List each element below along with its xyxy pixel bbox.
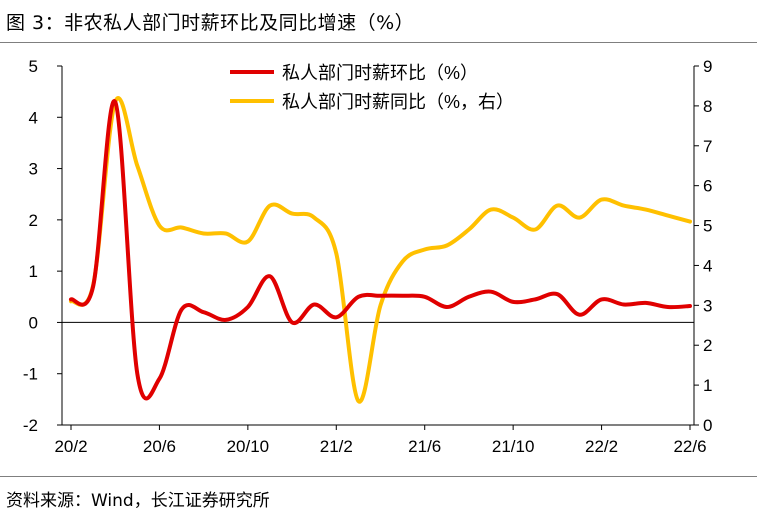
- source-note: 资料来源：Wind，长江证券研究所: [6, 491, 270, 511]
- right-axis-tick-label: 9: [703, 57, 712, 76]
- left-axis-tick-label: 3: [29, 160, 38, 179]
- right-axis-tick-label: 8: [703, 97, 712, 116]
- x-axis-tick-label: 21/2: [320, 437, 353, 456]
- x-axis-tick-label: 20/2: [54, 437, 87, 456]
- x-axis-tick-label: 22/2: [585, 437, 618, 456]
- x-axis-tick-label: 20/10: [227, 437, 270, 456]
- left-axis-tick-label: -1: [23, 365, 38, 384]
- x-axis-tick-label: 21/6: [408, 437, 441, 456]
- mom-series-line: [69, 99, 692, 401]
- yoy-series-line: [69, 96, 692, 404]
- right-axis-tick-label: 2: [703, 336, 712, 355]
- right-axis-tick-label: 0: [703, 416, 712, 435]
- left-axis-tick-label: -2: [23, 416, 38, 435]
- right-axis-tick-label: 4: [703, 256, 712, 275]
- chart-title: 图 3：非农私人部门时薪环比及同比增速（%）: [6, 12, 415, 34]
- left-axis-tick-label: 5: [29, 57, 38, 76]
- right-axis-tick-label: 6: [703, 177, 712, 196]
- right-axis-tick-label: 3: [703, 296, 712, 315]
- legend-label: 私人部门时薪环比（%）: [282, 63, 478, 83]
- left-axis-tick-label: 2: [29, 211, 38, 230]
- x-axis-tick-label: 20/6: [143, 437, 176, 456]
- right-axis-tick-label: 5: [703, 217, 712, 236]
- legend-label: 私人部门时薪同比（%，右）: [282, 92, 514, 112]
- left-axis-tick-label: 0: [29, 313, 38, 332]
- right-axis-tick-label: 1: [703, 376, 712, 395]
- left-axis-tick-label: 4: [29, 108, 38, 127]
- left-axis-tick-label: 1: [29, 262, 38, 281]
- x-axis-tick-label: 22/6: [673, 437, 706, 456]
- x-axis-tick-label: 21/10: [492, 437, 535, 456]
- title-divider: [0, 42, 757, 43]
- right-axis-tick-label: 7: [703, 137, 712, 156]
- source-divider: [0, 476, 757, 477]
